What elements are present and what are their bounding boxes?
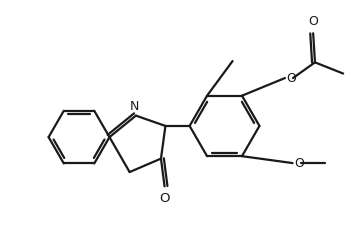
Text: O: O [308,15,318,28]
Text: O: O [294,157,304,170]
Text: O: O [286,72,296,85]
Text: O: O [159,192,170,205]
Text: N: N [130,100,139,113]
